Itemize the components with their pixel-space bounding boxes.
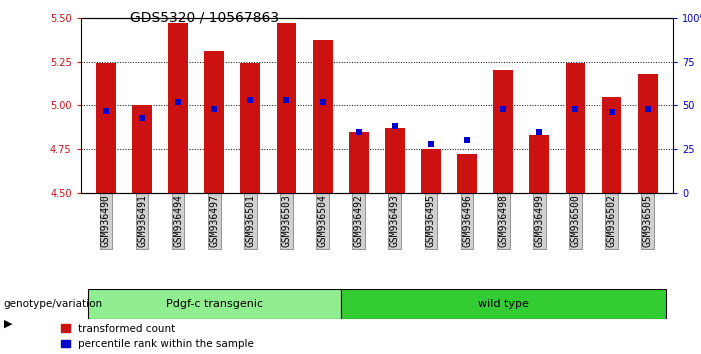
Bar [240,63,260,193]
Point [606,109,617,115]
Bar [277,23,297,193]
Bar [204,51,224,193]
Bar [566,63,585,193]
Bar [88,289,341,319]
Bar [494,70,513,193]
Point [281,97,292,103]
Point [353,129,365,135]
Bar [457,154,477,193]
Point [317,99,328,105]
Point [498,106,509,112]
Bar [132,105,152,193]
Point [426,141,437,147]
Point [137,115,148,120]
Bar [341,289,666,319]
Bar [313,40,332,193]
Bar [638,74,658,193]
Bar [601,97,622,193]
Text: Pdgf-c transgenic: Pdgf-c transgenic [165,298,263,309]
Text: wild type: wild type [478,298,529,309]
Point [172,99,184,105]
Text: genotype/variation: genotype/variation [4,298,102,309]
Bar [168,23,188,193]
Legend: transformed count, percentile rank within the sample: transformed count, percentile rank withi… [61,324,254,349]
Point [245,97,256,103]
Point [642,106,653,112]
Bar [421,149,441,193]
Point [533,129,545,135]
Bar [96,63,116,193]
Bar [385,128,404,193]
Bar [349,132,369,193]
Point [389,124,400,129]
Point [209,106,220,112]
Bar [529,135,550,193]
Point [570,106,581,112]
Point [100,108,111,113]
Point [461,138,472,143]
Text: GDS5320 / 10567863: GDS5320 / 10567863 [130,11,279,25]
Text: ▶: ▶ [4,319,12,329]
